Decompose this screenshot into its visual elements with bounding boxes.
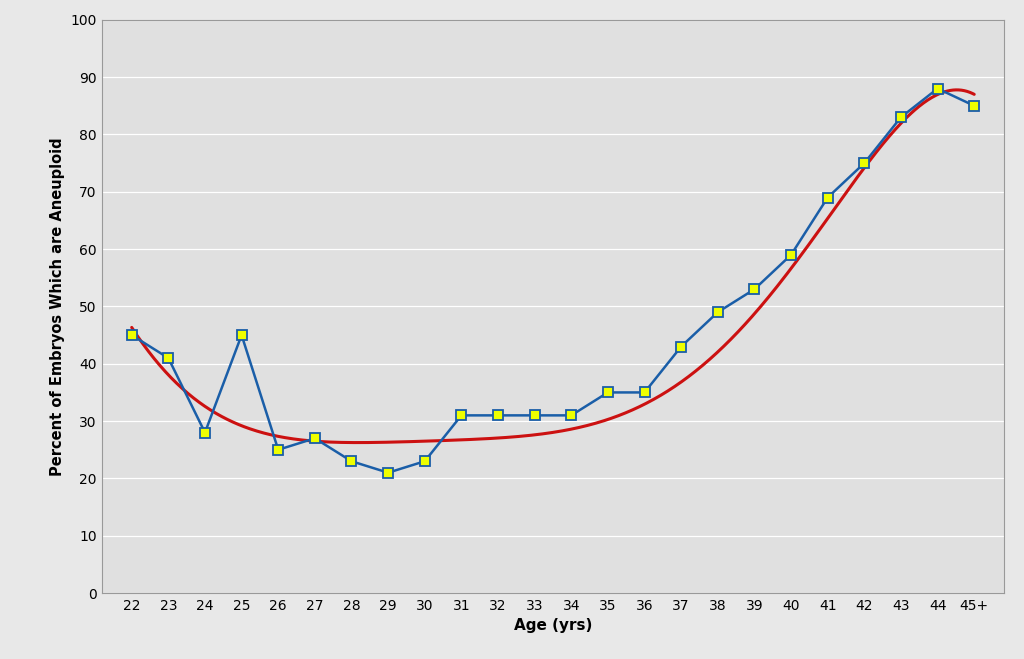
X-axis label: Age (yrs): Age (yrs) [514, 618, 592, 633]
Y-axis label: Percent of Embryos Which are Aneuploid: Percent of Embryos Which are Aneuploid [50, 137, 65, 476]
